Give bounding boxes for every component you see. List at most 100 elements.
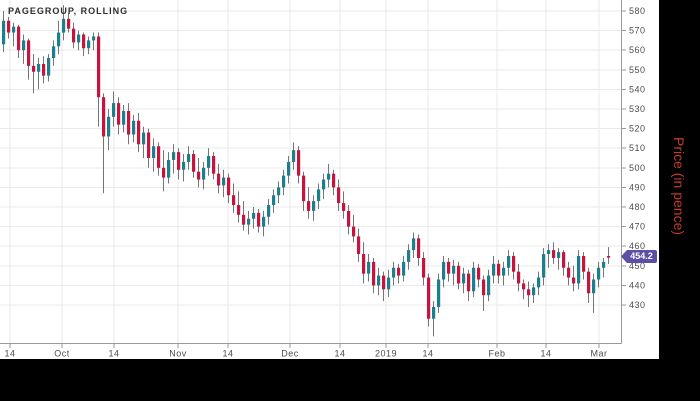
candle-body-up	[472, 267, 476, 292]
candle-body-down	[572, 277, 576, 284]
y-tick-label: 490	[629, 182, 646, 192]
candle-body-down	[42, 63, 46, 76]
candle-body-down	[127, 110, 131, 135]
last-price-badge: 454.2	[621, 250, 657, 263]
candle-body-up	[507, 256, 511, 268]
candle-body-up	[282, 175, 286, 188]
candle-body-down	[237, 205, 241, 215]
candle-body-down	[517, 271, 521, 284]
candle-body-up	[187, 154, 191, 162]
candle-body-down	[307, 201, 311, 211]
candle-body-down	[82, 34, 86, 49]
candle-body-up	[52, 46, 56, 59]
candle-body-down	[72, 28, 76, 43]
candle-body-up	[202, 167, 206, 180]
y-tick-label: 520	[629, 124, 646, 134]
x-tick-label: Oct	[54, 349, 70, 359]
candle-body-up	[392, 267, 396, 278]
candle-body-up	[492, 263, 496, 276]
candle-body-down	[97, 36, 101, 98]
x-tick-label: Nov	[169, 349, 187, 359]
candle-body-down	[17, 26, 21, 51]
axis-labels: 580 570 560 550 540 530 520 510 500 490 480 470 460 4…	[4, 6, 645, 359]
candle-body-up	[287, 161, 291, 176]
candle-body-up	[142, 132, 146, 145]
x-tick-label: 14	[108, 349, 119, 359]
candle-body-up	[547, 250, 551, 255]
y-tick-label: 570	[629, 26, 646, 36]
candle-body-up	[12, 26, 16, 33]
candle-body-up	[122, 110, 126, 125]
candle-body-down	[7, 20, 11, 33]
candle-body-up	[597, 267, 601, 280]
candle-body-down	[482, 279, 486, 296]
axes[interactable]	[0, 0, 626, 348]
candle-body-up	[407, 250, 411, 262]
y-tick-label: 510	[629, 143, 646, 153]
candle-body-up	[167, 159, 171, 178]
right-margin: Price (in pence)	[659, 0, 700, 401]
candle-body-up	[537, 277, 541, 288]
y-tick-label: 540	[629, 84, 646, 94]
candle-body-up	[62, 18, 66, 33]
y-tick-label: 580	[629, 6, 646, 16]
candle-body-down	[362, 254, 366, 274]
candle-body-down	[357, 236, 361, 255]
candle-body-up	[247, 218, 251, 225]
candle-body-up	[452, 265, 456, 274]
y-tick-label: 560	[629, 45, 646, 55]
candle-body-down	[257, 212, 261, 227]
candle-body-up	[412, 238, 416, 251]
candle-body-down	[332, 173, 336, 188]
candle-body-up	[432, 306, 436, 319]
chart-title: PAGEGROUP, ROLLING	[8, 6, 129, 16]
y-tick-label: 460	[629, 241, 646, 251]
candle-body-down	[587, 271, 591, 294]
x-tick-label: 14	[422, 349, 433, 359]
candle-body-up	[277, 187, 281, 196]
candle-body-down	[67, 18, 71, 29]
candle-body-up	[602, 261, 606, 268]
candle-body-up	[37, 63, 41, 72]
x-tick-label: 14	[222, 349, 233, 359]
candle-body-up	[77, 34, 81, 43]
candle-body-up	[377, 275, 381, 286]
candle-body-up	[487, 275, 491, 296]
candle-body-up	[222, 177, 226, 186]
candle-body-up	[502, 267, 506, 276]
candle-body-up	[252, 212, 256, 219]
candle-body-up	[577, 256, 581, 284]
candles	[2, 5, 611, 337]
candle-body-up	[462, 273, 466, 284]
candle-body-down	[457, 265, 461, 284]
candle-body-down	[162, 167, 166, 178]
candle-body-down	[197, 171, 201, 180]
candle-body-up	[207, 156, 211, 168]
candle-body-up	[2, 20, 6, 45]
bottom-margin: Days	[0, 359, 700, 401]
candle-body-up	[557, 252, 561, 258]
candle-body-down	[302, 175, 306, 202]
candle-body-down	[497, 263, 501, 276]
candlestick-chart[interactable]: 5805705605505405305205105004904804704604…	[0, 0, 659, 359]
candle-body-down	[427, 277, 431, 319]
candle-body-down	[372, 261, 376, 286]
candle-body-down	[522, 283, 526, 290]
candle-body-up	[87, 40, 91, 49]
candle-body-down	[422, 257, 426, 278]
candle-body-up	[292, 150, 296, 162]
candle-body-down	[562, 252, 566, 268]
y-tick-label: 470	[629, 222, 646, 232]
candle-body-down	[552, 250, 556, 258]
candle-body-up	[112, 103, 116, 117]
candle-body-down	[117, 103, 121, 125]
y-tick-label: 500	[629, 163, 646, 173]
candle-body-down	[242, 214, 246, 225]
candle-body-up	[47, 58, 51, 76]
y-tick-label: 530	[629, 104, 646, 114]
candle-body-down	[212, 156, 216, 174]
y-tick-label: 430	[629, 300, 646, 310]
y-tick-label: 550	[629, 65, 646, 75]
candle-body-down	[477, 267, 481, 280]
candle-body-down	[102, 97, 106, 137]
